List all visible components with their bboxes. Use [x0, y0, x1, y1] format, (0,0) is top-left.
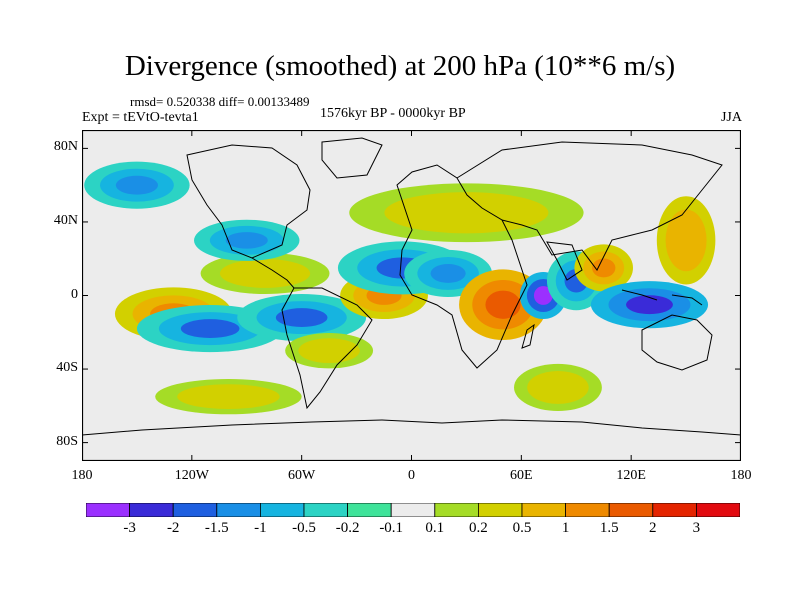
field-contour — [591, 258, 616, 278]
colorbar-box — [86, 503, 130, 517]
india-coast — [546, 241, 583, 281]
field-contour — [430, 264, 466, 283]
x-tick-label: 180 — [730, 468, 752, 483]
colorbar-box — [696, 503, 740, 517]
field-contour — [485, 290, 521, 319]
colorbar-box — [347, 503, 392, 517]
period-label: 1576kyr BP - 0000kyr BP — [320, 106, 466, 121]
colorbar-box — [216, 503, 261, 517]
greenland-coast — [321, 137, 383, 179]
colorbar-label: 0.5 — [512, 520, 532, 536]
indonesia-coast — [621, 289, 703, 306]
y-tick-label: 0 — [71, 286, 78, 302]
colorbar-label: -3 — [123, 520, 136, 536]
colorbar-box — [434, 503, 479, 517]
colorbar-label: 1 — [561, 520, 570, 536]
colorbar-label: -0.5 — [292, 520, 316, 536]
south-america-coast — [281, 287, 373, 410]
field-contour — [674, 222, 698, 258]
colorbar-box — [652, 503, 697, 517]
asia-coast — [456, 141, 723, 271]
antarctica-coast — [82, 419, 741, 436]
y-tick-label: 80N — [53, 139, 78, 155]
divergence-field — [84, 161, 716, 415]
x-tick-label: 120E — [616, 468, 646, 483]
australia-coast — [641, 314, 713, 371]
x-tick-label: 120W — [174, 468, 209, 483]
colorbar-label: 3 — [692, 520, 701, 536]
field-contour — [225, 232, 268, 249]
colorbar-label: 0.1 — [425, 520, 445, 536]
chart-title: Divergence (smoothed) at 200 hPa (10**6 … — [124, 50, 676, 82]
field-contour — [419, 200, 514, 225]
colorbar-box — [390, 503, 436, 517]
colorbar-box — [303, 503, 348, 517]
field-contour — [311, 343, 347, 358]
colorbar-label: -1 — [254, 520, 267, 536]
field-contour — [115, 175, 159, 195]
colorbar-label: 1.5 — [599, 520, 619, 536]
colorbar-label: 2 — [649, 520, 657, 536]
field-contour — [540, 378, 576, 397]
madagascar-coast — [521, 323, 535, 349]
field-contour — [199, 389, 258, 404]
stats-line: rmsd= 0.520338 diff= 0.00133489 — [130, 94, 310, 109]
x-tick-label: 60W — [288, 468, 316, 483]
colorbar-boxes — [86, 503, 740, 517]
field-contour — [180, 319, 240, 339]
x-tick-label: 0 — [408, 468, 415, 483]
field-contour — [533, 286, 553, 305]
coastlines — [82, 137, 741, 436]
x-tick-label: 180 — [71, 468, 93, 483]
colorbar-label: -0.2 — [335, 520, 360, 536]
colorbar — [86, 503, 740, 517]
x-tick-label: 60E — [510, 468, 533, 483]
europe-africa-coast — [396, 164, 528, 369]
experiment-label: Expt = tEVtO-tevta1 — [82, 110, 199, 125]
north-america-coast — [186, 144, 311, 259]
map-plot — [82, 130, 741, 461]
field-contour — [275, 308, 328, 327]
colorbar-box — [477, 503, 523, 517]
colorbar-box — [608, 503, 654, 517]
colorbar-box — [172, 503, 218, 517]
colorbar-label: -1.5 — [204, 520, 229, 536]
central-america-coast — [251, 257, 295, 289]
colorbar-label: -2 — [166, 520, 180, 536]
colorbar-box — [259, 503, 305, 517]
colorbar-box — [129, 503, 174, 517]
field-contour — [239, 265, 291, 282]
field-contour — [626, 295, 673, 315]
y-tick-label: 40N — [53, 212, 78, 228]
colorbar-box — [565, 503, 610, 517]
season-label: JJA — [720, 110, 742, 125]
colorbar-box — [521, 503, 566, 517]
axis-ticks — [82, 130, 741, 461]
y-tick-label: 80S — [56, 433, 78, 449]
y-tick-label: 40S — [56, 360, 78, 376]
colorbar-label: -0.1 — [379, 520, 404, 536]
colorbar-label: 0.2 — [469, 520, 488, 536]
